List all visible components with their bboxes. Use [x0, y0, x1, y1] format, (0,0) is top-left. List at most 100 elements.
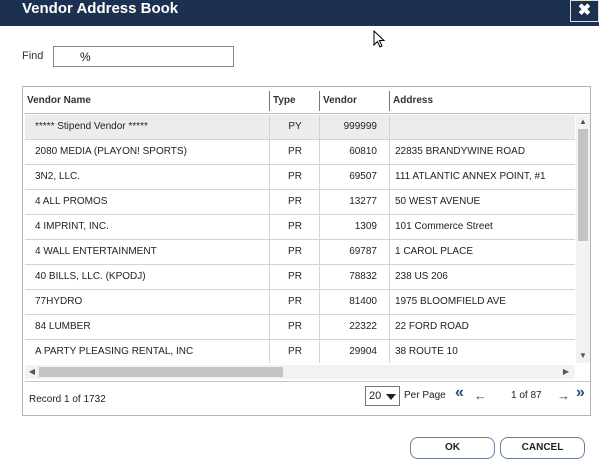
cell-address	[395, 115, 575, 139]
caret-down-icon	[386, 394, 396, 400]
cell-divider	[269, 290, 270, 314]
cell-divider	[269, 240, 270, 264]
column-divider[interactable]	[269, 91, 270, 111]
prev-page-icon[interactable]: ←	[474, 388, 487, 403]
cell-vendor: 69787	[349, 246, 377, 257]
cell-divider	[269, 340, 270, 363]
table-row[interactable]: 77HYDRO PR 81400 1975 BLOOMFIELD AVE	[25, 290, 575, 315]
cell-vendor-name: A PARTY PLEASING RENTAL, INC	[35, 346, 194, 357]
cell-type: PR	[288, 196, 302, 207]
cell-divider	[389, 215, 390, 239]
table-row[interactable]: 2080 MEDIA (PLAYON! SPORTS) PR 60810 228…	[25, 140, 575, 165]
cell-address: 111 ATLANTIC ANNEX POINT, #1	[395, 171, 546, 182]
cell-divider	[319, 265, 320, 289]
horizontal-scrollbar[interactable]: ◀ ▶	[25, 365, 575, 379]
first-page-icon[interactable]: «	[455, 384, 464, 401]
cell-type: PR	[288, 146, 302, 157]
window-title: Vendor Address Book	[22, 0, 179, 17]
cell-divider	[269, 115, 270, 139]
cell-address: 1 CAROL PLACE	[395, 246, 473, 257]
vertical-scrollbar[interactable]: ▲ ▼	[576, 115, 590, 363]
cell-type: PR	[288, 271, 302, 282]
vendor-grid-panel: Vendor Name Type Vendor Address ***** St…	[22, 86, 591, 416]
find-input[interactable]	[53, 46, 234, 67]
cell-type: PR	[288, 221, 302, 232]
cell-divider	[269, 315, 270, 339]
column-header-vendor-name[interactable]: Vendor Name	[27, 95, 91, 106]
cell-type: PR	[288, 321, 302, 332]
record-count: Record 1 of 1732	[29, 394, 106, 405]
cell-divider	[389, 140, 390, 164]
cell-vendor-name: 40 BILLS, LLC. (KPODJ)	[35, 271, 146, 282]
cell-vendor: 13277	[349, 196, 377, 207]
cell-vendor-name: 4 ALL PROMOS	[35, 196, 108, 207]
scroll-right-icon[interactable]: ▶	[562, 367, 570, 376]
cell-divider	[389, 115, 390, 139]
table-header: Vendor Name Type Vendor Address	[25, 89, 590, 114]
vertical-scroll-thumb[interactable]	[578, 129, 588, 241]
horizontal-scroll-thumb[interactable]	[39, 367, 283, 377]
scroll-up-icon[interactable]: ▲	[579, 117, 587, 126]
cell-address: 50 WEST AVENUE	[395, 196, 481, 207]
cell-divider	[319, 340, 320, 363]
last-page-icon[interactable]: »	[576, 384, 585, 401]
close-button[interactable]: ✖	[570, 0, 599, 22]
title-bar: Vendor Address Book	[0, 0, 599, 26]
ok-button[interactable]: OK	[410, 437, 495, 459]
column-header-type[interactable]: Type	[273, 95, 296, 106]
cell-vendor: 1309	[354, 221, 377, 232]
cancel-button[interactable]: CANCEL	[500, 437, 585, 459]
cell-divider	[319, 115, 320, 139]
cell-address: 22 FORD ROAD	[395, 321, 469, 332]
next-page-icon[interactable]: →	[557, 388, 570, 403]
cell-divider	[389, 315, 390, 339]
cell-divider	[389, 165, 390, 189]
table-row[interactable]: A PARTY PLEASING RENTAL, INC PR 29904 38…	[25, 340, 575, 363]
cell-vendor-name: 84 LUMBER	[35, 321, 91, 332]
cell-vendor: 69507	[349, 171, 377, 182]
per-page-value: 20	[369, 390, 382, 402]
column-header-address[interactable]: Address	[393, 95, 434, 106]
scroll-left-icon[interactable]: ◀	[28, 367, 36, 376]
table-row[interactable]: 4 ALL PROMOS PR 13277 50 WEST AVENUE	[25, 190, 575, 215]
table-row[interactable]: 3N2, LLC. PR 69507 111 ATLANTIC ANNEX PO…	[25, 165, 575, 190]
scroll-down-icon[interactable]: ▼	[579, 351, 587, 360]
column-divider[interactable]	[319, 91, 320, 111]
cell-address: 1975 BLOOMFIELD AVE	[395, 296, 506, 307]
cell-address: 22835 BRANDYWINE ROAD	[395, 146, 526, 157]
cell-vendor-name: ***** Stipend Vendor *****	[35, 121, 148, 132]
cell-address: 38 ROUTE 10	[395, 346, 458, 357]
cell-divider	[389, 340, 390, 363]
find-label: Find	[22, 50, 44, 62]
table-row[interactable]: ***** Stipend Vendor ***** PY 999999	[25, 115, 575, 140]
table-row[interactable]: 4 WALL ENTERTAINMENT PR 69787 1 CAROL PL…	[25, 240, 575, 265]
cell-divider	[389, 290, 390, 314]
cell-divider	[319, 240, 320, 264]
pager-bar: Record 1 of 1732 20 Per Page « ← 1 of 87…	[25, 381, 590, 415]
cell-divider	[319, 140, 320, 164]
cell-divider	[269, 140, 270, 164]
cell-divider	[319, 290, 320, 314]
cell-vendor-name: 4 WALL ENTERTAINMENT	[35, 246, 157, 257]
cell-vendor: 22322	[349, 321, 377, 332]
table-row[interactable]: 4 IMPRINT, INC. PR 1309 101 Commerce Str…	[25, 215, 575, 240]
per-page-label: Per Page	[404, 390, 446, 401]
cell-type: PR	[288, 346, 302, 357]
cell-type: PR	[288, 296, 302, 307]
cell-divider	[319, 165, 320, 189]
cell-type: PR	[288, 246, 302, 257]
cell-vendor: 999999	[343, 121, 377, 132]
cell-vendor-name: 2080 MEDIA (PLAYON! SPORTS)	[35, 146, 187, 157]
cell-divider	[269, 190, 270, 214]
column-header-vendor[interactable]: Vendor	[323, 95, 357, 106]
cell-type: PR	[288, 171, 302, 182]
cell-divider	[269, 265, 270, 289]
per-page-select[interactable]: 20	[365, 386, 400, 406]
table-row[interactable]: 40 BILLS, LLC. (KPODJ) PR 78832 238 US 2…	[25, 265, 575, 290]
column-divider[interactable]	[389, 91, 390, 111]
cell-vendor: 81400	[349, 296, 377, 307]
table-body: ***** Stipend Vendor ***** PY 999999 208…	[25, 115, 575, 363]
cell-address: 238 US 206	[395, 271, 448, 282]
table-row[interactable]: 84 LUMBER PR 22322 22 FORD ROAD	[25, 315, 575, 340]
mouse-cursor-icon	[373, 30, 386, 48]
